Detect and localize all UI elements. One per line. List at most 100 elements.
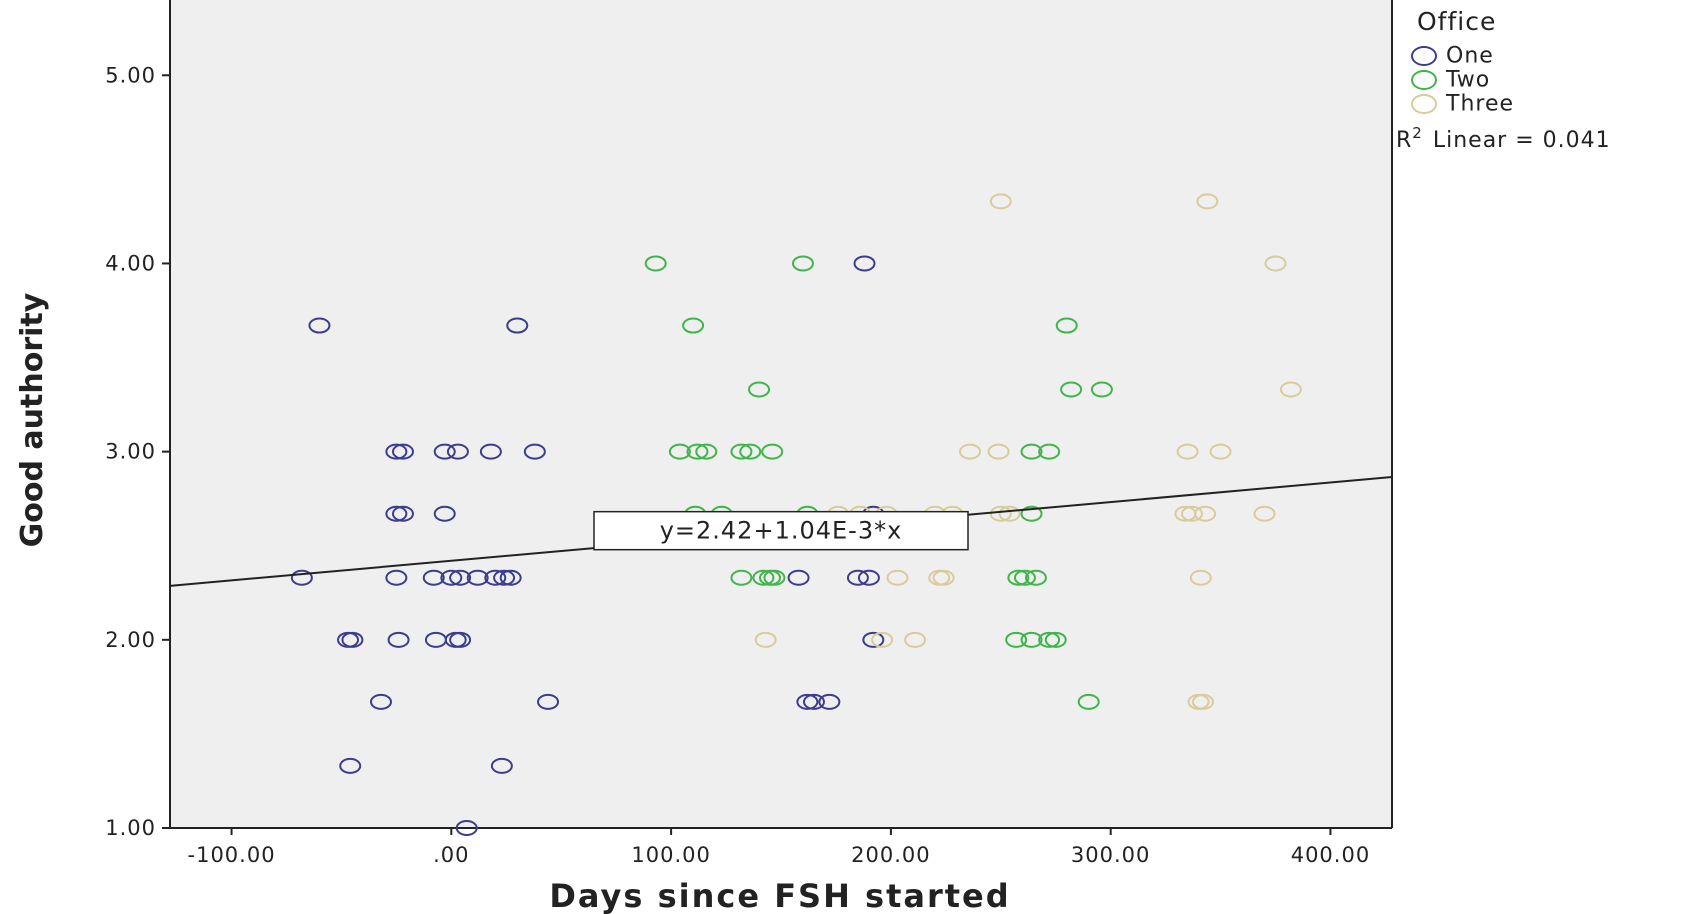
point-two <box>1020 631 1043 648</box>
point-one <box>493 569 516 586</box>
point-one <box>341 631 364 648</box>
point-two <box>1013 569 1036 586</box>
r2-superscript: 2 <box>1412 124 1423 142</box>
r2-prefix: R <box>1396 128 1412 153</box>
point-one <box>523 443 546 460</box>
point-one <box>391 443 414 460</box>
r2-value: Linear = 0.041 <box>1433 128 1611 153</box>
point-one <box>506 317 529 334</box>
legend-marker-three <box>1411 94 1437 114</box>
point-two <box>1090 381 1113 398</box>
y-axis-ticks: 1.00 2.00 3.00 4.00 5.00 <box>105 63 170 840</box>
point-one <box>290 569 313 586</box>
point-three <box>1253 505 1276 522</box>
point-one <box>857 569 880 586</box>
point-one <box>433 505 456 522</box>
point-one <box>422 569 445 586</box>
point-one <box>484 569 507 586</box>
x-tick-label: 300.00 <box>1071 843 1150 867</box>
point-three <box>1279 381 1302 398</box>
point-three <box>959 443 982 460</box>
point-one <box>308 317 331 334</box>
point-two <box>1038 443 1061 460</box>
point-one <box>449 569 472 586</box>
x-axis-title: Days since FSH started <box>549 877 1010 914</box>
point-one <box>446 443 469 460</box>
point-one <box>385 505 408 522</box>
point-two <box>1038 631 1061 648</box>
point-two <box>668 443 691 460</box>
x-tick-label: 100.00 <box>631 843 710 867</box>
point-two <box>1044 631 1067 648</box>
legend-marker-two <box>1411 70 1437 90</box>
point-one <box>796 693 819 710</box>
point-one <box>818 693 841 710</box>
point-two <box>1020 443 1043 460</box>
point-three <box>998 505 1021 522</box>
y-tick-label: 1.00 <box>105 816 156 840</box>
point-three <box>871 631 894 648</box>
plot-area <box>170 0 1392 828</box>
point-one <box>862 631 885 648</box>
point-two <box>730 443 753 460</box>
x-tick-label: -100.00 <box>188 843 276 867</box>
point-one <box>466 569 489 586</box>
point-two <box>739 443 762 460</box>
point-two <box>644 255 667 272</box>
equation-box <box>593 510 969 551</box>
y-tick-label: 2.00 <box>105 628 156 652</box>
point-one <box>387 631 410 648</box>
point-one <box>433 443 456 460</box>
x-tick-label: .00 <box>433 843 469 867</box>
point-one <box>385 569 408 586</box>
point-two <box>1007 569 1030 586</box>
y-axis-title: Good authority <box>15 292 50 547</box>
point-three <box>932 569 955 586</box>
point-two <box>686 443 709 460</box>
point-one <box>802 693 825 710</box>
legend-label-two: Two <box>1445 68 1490 93</box>
y-tick-label: 5.00 <box>105 63 156 87</box>
point-two <box>752 569 775 586</box>
point-one <box>537 693 560 710</box>
r2-text: R2 Linear = 0.041 <box>1396 124 1611 153</box>
point-two <box>682 317 705 334</box>
point-two <box>1077 693 1100 710</box>
legend-label-one: One <box>1446 44 1494 69</box>
equation-text: y=2.42+1.04E-3*x <box>660 517 903 545</box>
point-three <box>989 193 1012 210</box>
y-tick-label: 3.00 <box>105 440 156 464</box>
point-one <box>369 693 392 710</box>
point-three <box>987 443 1010 460</box>
point-three <box>904 631 927 648</box>
point-three <box>1194 505 1217 522</box>
point-one <box>391 505 414 522</box>
x-axis-ticks: -100.00 .00 100.00 200.00 300.00 400.00 <box>188 828 1369 867</box>
point-three <box>1189 569 1212 586</box>
data-points <box>290 193 1302 836</box>
point-one <box>440 569 463 586</box>
point-two <box>695 443 718 460</box>
point-one <box>846 569 869 586</box>
point-three <box>1196 193 1219 210</box>
point-one <box>490 757 513 774</box>
point-three <box>886 569 909 586</box>
point-two <box>761 443 784 460</box>
legend-marker-one <box>1411 46 1437 66</box>
point-one <box>479 443 502 460</box>
point-two <box>1060 381 1083 398</box>
point-two <box>763 569 786 586</box>
legend-title: Office <box>1417 7 1496 36</box>
point-two <box>791 255 814 272</box>
point-one <box>385 443 408 460</box>
point-three <box>1209 443 1232 460</box>
point-two <box>1020 505 1043 522</box>
point-two <box>1005 631 1028 648</box>
legend-label-three: Three <box>1445 92 1514 117</box>
point-one <box>455 820 478 836</box>
x-tick-label: 200.00 <box>851 843 930 867</box>
point-three <box>1191 693 1214 710</box>
equation-label: y=2.42+1.04E-3*x <box>593 510 969 551</box>
